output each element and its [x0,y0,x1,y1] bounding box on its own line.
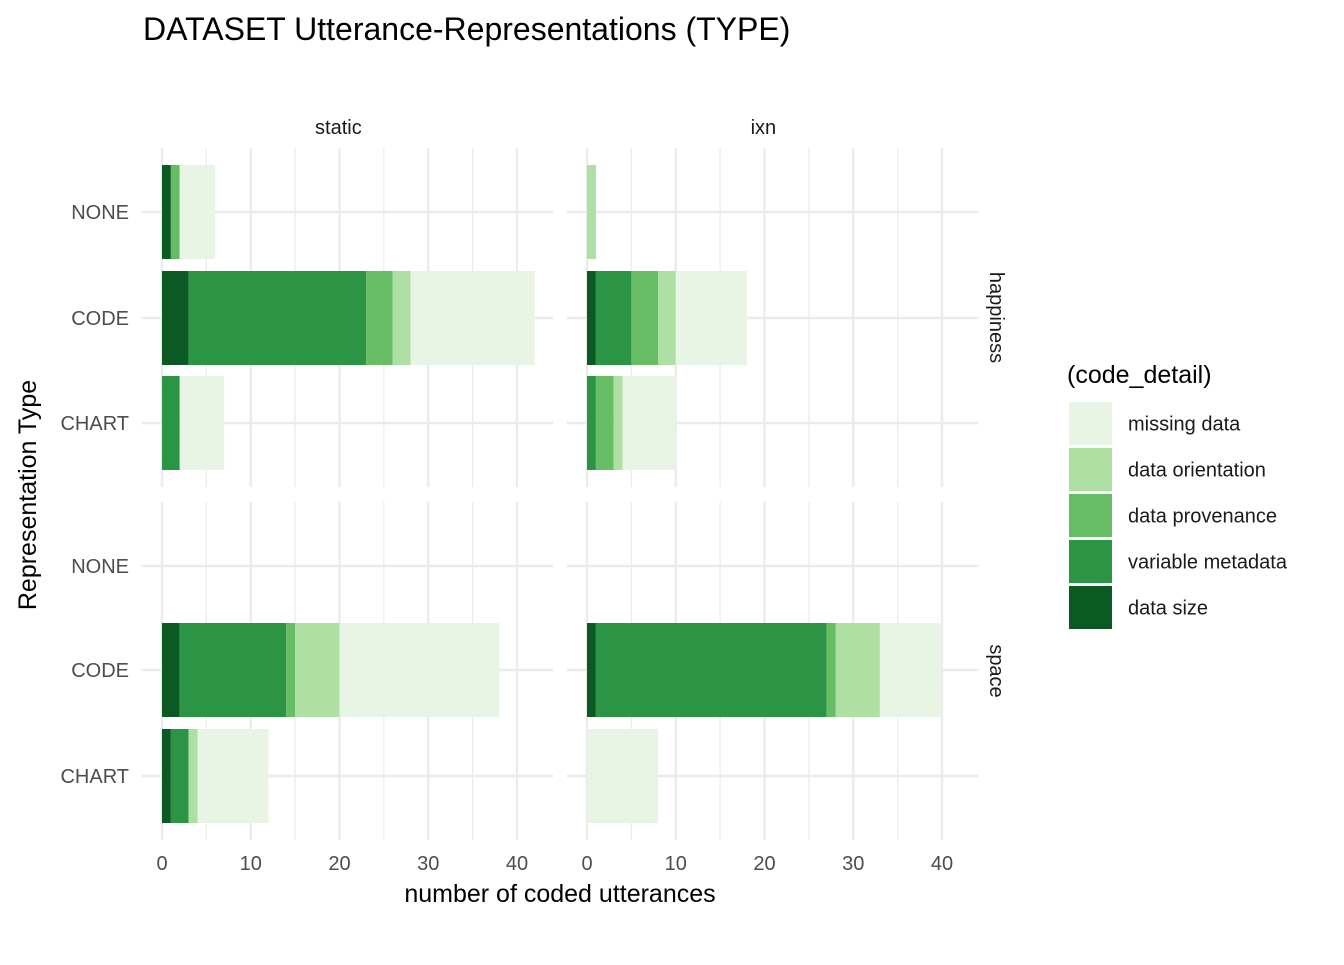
bar-segment-static-space-chart-missing-data [197,729,269,823]
bar-segment-static-happiness-chart-missing-data [179,376,225,470]
bar-segment-ixn-happiness-code-data-size [587,271,596,365]
y-axis-title: Representation Type [14,380,42,610]
bar-segment-static-space-code-missing-data [339,623,500,717]
bar-segment-static-happiness-code-data-size [162,271,189,365]
bar-segment-ixn-space-code-missing-data [879,623,942,717]
bar-segment-static-space-chart-data-size [162,729,171,823]
legend-swatch-data-provenance [1069,494,1112,537]
legend-entry-variable-metadata: variable metadata [1069,540,1288,583]
x-tick-label: 20 [328,853,350,875]
legend-entry-data-orientation: data orientation [1069,448,1266,491]
bar-segment-ixn-happiness-code-data-provenance [631,271,658,365]
panel-ixn-space: 0 10 20 30 40 [567,502,978,875]
legend-label-variable-metadata: variable metadata [1128,552,1288,574]
legend-entry-missing-data: missing data [1069,402,1241,445]
bar-segment-ixn-happiness-chart-missing-data [622,376,676,470]
legend-label-data-size: data size [1128,598,1208,620]
x-tick-label: 10 [665,853,687,875]
facet-label-happiness: happiness [985,272,1007,363]
facet-label-ixn: ixn [751,117,777,139]
legend-swatch-variable-metadata [1069,540,1112,583]
bar-segment-static-happiness-code-missing-data [410,271,535,365]
bar-segment-ixn-happiness-chart-data-provenance [595,376,614,470]
legend-entry-data-provenance: data provenance [1069,494,1277,537]
bar-segment-static-space-code-variable-metadata [179,623,287,717]
bar-segment-static-space-code-data-size [162,623,180,717]
legend: missing data data orientation data provena… [1069,402,1288,629]
bar-segment-ixn-space-code-data-provenance [826,623,836,717]
bar-segment-static-happiness-none-missing-data [179,165,216,259]
legend-label-missing-data: missing data [1128,414,1241,436]
y-tick-label-code: CODE [71,308,129,330]
x-tick-label: 10 [240,853,262,875]
y-tick-label-none: NONE [71,556,129,578]
legend-entry-data-size: data size [1069,586,1208,629]
y-tick-label-chart: CHART [60,766,129,788]
bar-segment-ixn-space-chart-missing-data [587,729,658,823]
chart-title: DATASET Utterance-Representations (TYPE) [143,11,790,47]
y-tick-label-chart: CHART [60,413,129,435]
bar-segment-ixn-space-code-data-size [587,623,596,717]
bar-segment-static-happiness-none-data-provenance [170,165,180,259]
panel-ixn-happiness [567,148,978,487]
legend-swatch-missing-data [1069,402,1112,445]
facet-label-space: space [985,644,1007,697]
panels: static ixnhappinessspaceNONECODECHARTNONE… [60,117,1007,875]
x-axis-title: number of coded utterances [404,880,715,908]
legend-title: (code_detail) [1067,361,1212,389]
bar-segment-ixn-space-code-variable-metadata [595,623,827,717]
bar-segment-static-space-chart-variable-metadata [170,729,189,823]
bar-segment-static-happiness-code-variable-metadata [188,271,367,365]
bar-segment-ixn-happiness-none-data-orientation [587,165,596,259]
x-tick-label: 30 [842,853,864,875]
y-tick-label-code: CODE [71,660,129,682]
bar-segment-static-happiness-code-data-orientation [392,271,411,365]
bar-segment-ixn-happiness-chart-data-orientation [613,376,623,470]
bar-segment-static-space-code-data-provenance [286,623,296,717]
bar-segment-ixn-happiness-chart-variable-metadata [587,376,596,470]
bar-segment-ixn-space-code-data-orientation [835,623,880,717]
y-tick-label-none: NONE [71,202,129,224]
bar-segment-static-space-chart-data-orientation [188,729,198,823]
bar-segment-static-space-code-data-orientation [295,623,340,717]
x-tick-label: 0 [156,853,167,875]
panel-static-space: NONE CODE CHART 0 10 20 30 40 [60,502,553,875]
bar-segment-static-happiness-chart-variable-metadata [162,376,180,470]
panel-static-happiness: NONE CODE CHART [60,148,553,487]
bar-segment-static-happiness-none-data-size [162,165,171,259]
facet-label-static: static [315,117,362,139]
x-tick-label: 40 [931,853,953,875]
legend-label-data-provenance: data provenance [1128,506,1277,528]
legend-swatch-data-size [1069,586,1112,629]
legend-label-data-orientation: data orientation [1128,460,1266,482]
x-tick-label: 40 [506,853,528,875]
x-tick-label: 30 [417,853,439,875]
bar-segment-ixn-happiness-code-variable-metadata [595,271,632,365]
bar-segment-ixn-happiness-code-data-orientation [658,271,676,365]
bar-segment-static-happiness-code-data-provenance [366,271,393,365]
legend-swatch-data-orientation [1069,448,1112,491]
x-tick-label: 20 [753,853,775,875]
x-tick-label: 0 [581,853,592,875]
bar-segment-ixn-happiness-code-missing-data [675,271,747,365]
